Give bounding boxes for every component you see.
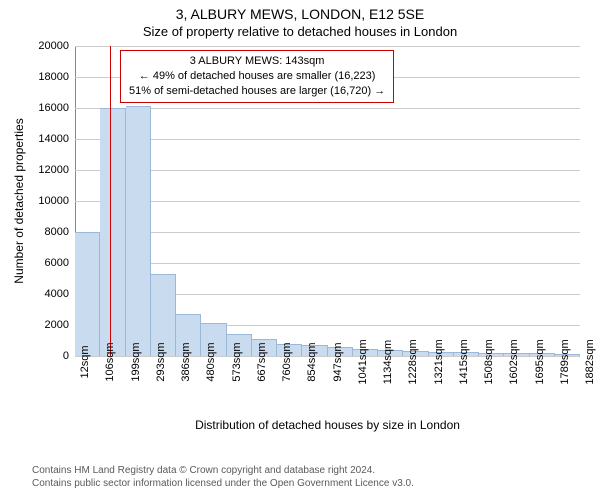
y-tick-label: 2000 bbox=[45, 319, 75, 331]
annotation-line-3: 51% of semi-detached houses are larger (… bbox=[129, 84, 385, 99]
y-tick-label: 0 bbox=[63, 350, 75, 362]
x-tick-label: 1602sqm bbox=[508, 339, 520, 384]
y-tick-label: 10000 bbox=[38, 195, 75, 207]
chart-title-sub: Size of property relative to detached ho… bbox=[0, 22, 600, 39]
x-tick-label: 293sqm bbox=[155, 342, 167, 381]
y-tick-label: 12000 bbox=[38, 164, 75, 176]
chart-title-main: 3, ALBURY MEWS, LONDON, E12 5SE bbox=[0, 0, 600, 22]
footer-line-1: Contains HM Land Registry data © Crown c… bbox=[32, 464, 414, 477]
x-tick-label: 199sqm bbox=[130, 342, 142, 381]
x-tick-label: 106sqm bbox=[104, 342, 116, 381]
y-tick-label: 8000 bbox=[45, 226, 75, 238]
x-tick-label: 1882sqm bbox=[584, 339, 596, 384]
histogram-bar bbox=[75, 232, 100, 356]
x-tick-label: 1508sqm bbox=[483, 339, 495, 384]
x-tick-label: 1695sqm bbox=[534, 339, 546, 384]
grid-line bbox=[75, 46, 580, 47]
footer-line-2: Contains public sector information licen… bbox=[32, 477, 414, 490]
grid-line bbox=[75, 356, 580, 357]
grid-line bbox=[75, 232, 580, 233]
annotation-box: 3 ALBURY MEWS: 143sqm ← 49% of detached … bbox=[120, 50, 394, 103]
grid-line bbox=[75, 201, 580, 202]
x-tick-label: 1321sqm bbox=[433, 339, 445, 384]
y-tick-label: 16000 bbox=[38, 102, 75, 114]
x-tick-label: 1789sqm bbox=[559, 339, 571, 384]
x-tick-label: 947sqm bbox=[332, 342, 344, 381]
x-tick-label: 1415sqm bbox=[458, 339, 470, 384]
chart-container: 3, ALBURY MEWS, LONDON, E12 5SE Size of … bbox=[0, 0, 600, 500]
x-tick-label: 854sqm bbox=[306, 342, 318, 381]
grid-line bbox=[75, 108, 580, 109]
property-marker-line bbox=[110, 46, 111, 356]
footer-attribution: Contains HM Land Registry data © Crown c… bbox=[32, 464, 414, 490]
x-tick-label: 1134sqm bbox=[382, 340, 394, 384]
x-tick-label: 1041sqm bbox=[357, 339, 369, 384]
x-tick-label: 480sqm bbox=[205, 342, 217, 381]
x-axis-label: Distribution of detached houses by size … bbox=[75, 418, 580, 432]
y-tick-label: 6000 bbox=[45, 257, 75, 269]
x-tick-label: 386sqm bbox=[180, 342, 192, 381]
histogram-bar bbox=[126, 106, 151, 356]
grid-line bbox=[75, 139, 580, 140]
y-tick-label: 18000 bbox=[38, 71, 75, 83]
x-tick-label: 1228sqm bbox=[407, 339, 419, 384]
y-tick-label: 20000 bbox=[38, 40, 75, 52]
x-tick-label: 667sqm bbox=[256, 342, 268, 381]
y-tick-label: 14000 bbox=[38, 133, 75, 145]
annotation-line-1: 3 ALBURY MEWS: 143sqm bbox=[129, 54, 385, 69]
y-axis-label: Number of detached properties bbox=[12, 118, 26, 283]
grid-line bbox=[75, 170, 580, 171]
histogram-bar bbox=[100, 108, 125, 356]
annotation-line-2: ← 49% of detached houses are smaller (16… bbox=[129, 69, 385, 84]
x-tick-label: 760sqm bbox=[281, 342, 293, 381]
x-tick-label: 12sqm bbox=[79, 345, 91, 378]
y-tick-label: 4000 bbox=[45, 288, 75, 300]
grid-line bbox=[75, 263, 580, 264]
x-tick-label: 573sqm bbox=[231, 342, 243, 381]
